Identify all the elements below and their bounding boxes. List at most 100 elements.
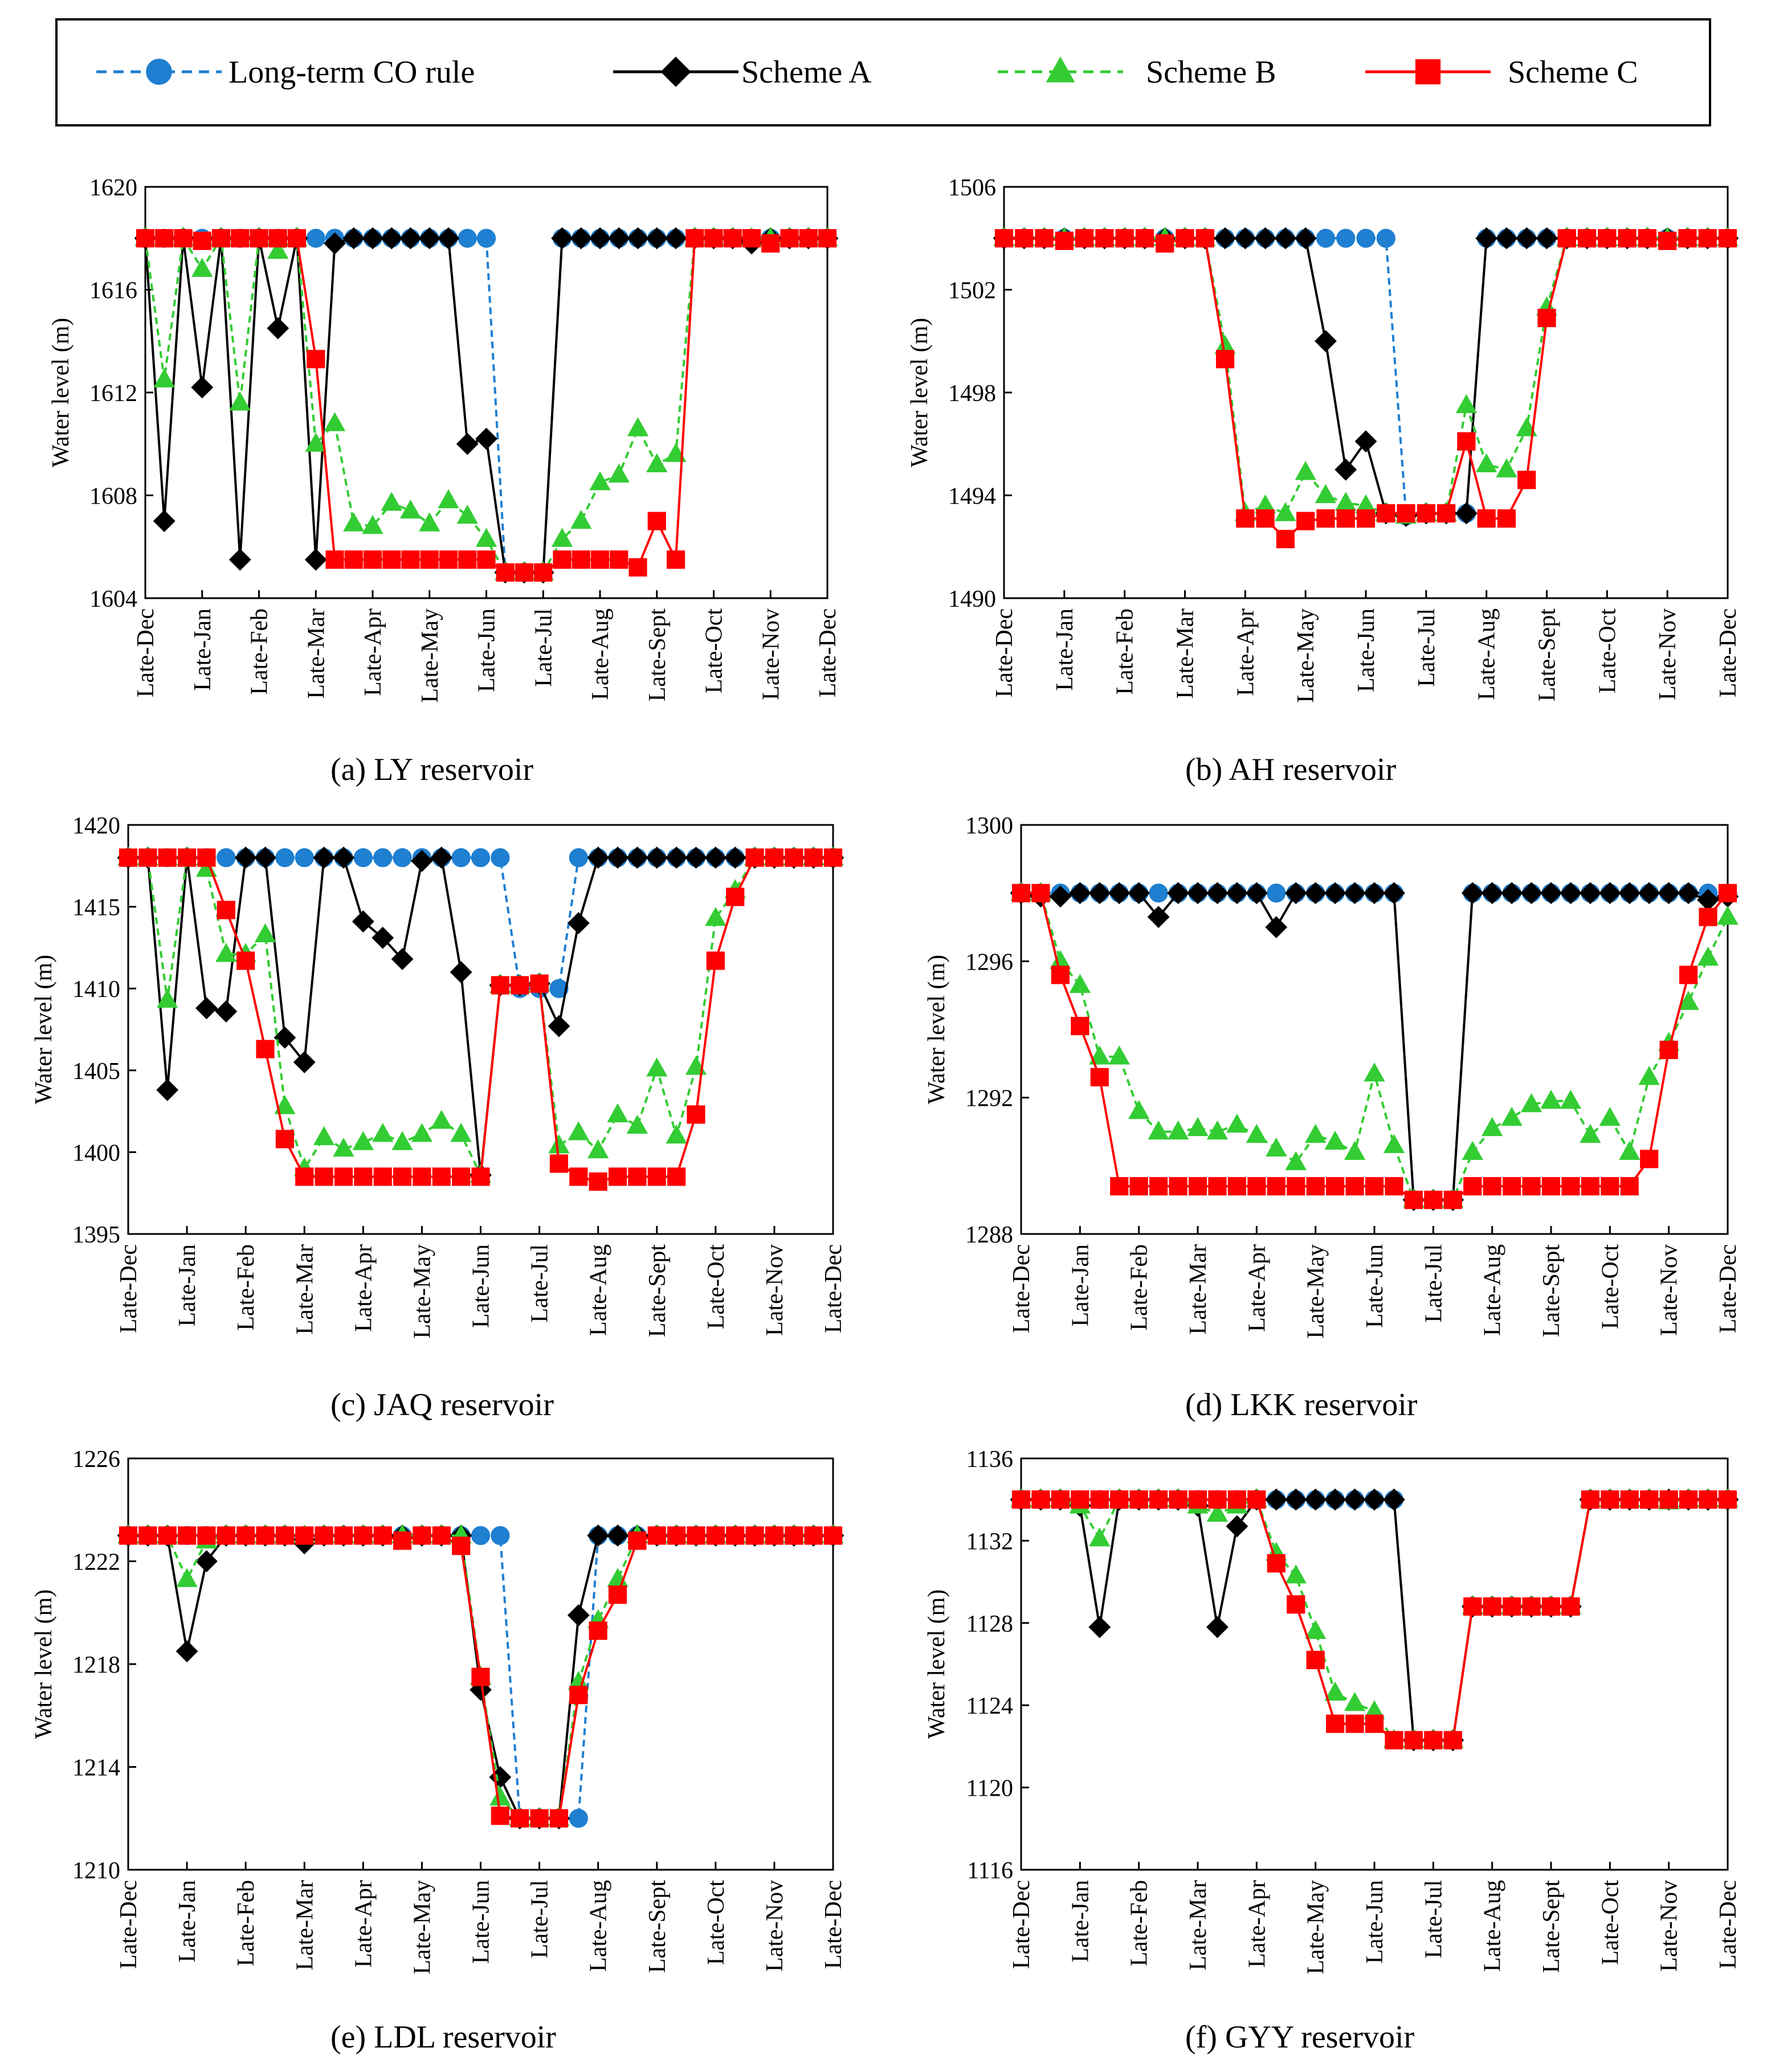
data-point-scheme-c bbox=[511, 1809, 529, 1828]
data-point-scheme-c bbox=[1115, 229, 1134, 248]
x-tick-label: Late-Apr bbox=[360, 608, 386, 696]
data-point-scheme-b bbox=[324, 412, 346, 431]
x-tick-label: Late-Jun bbox=[1362, 1244, 1388, 1328]
y-axis-label: Water level (m) bbox=[48, 318, 74, 467]
data-point-scheme-b bbox=[1599, 1106, 1621, 1126]
data-point-scheme-a bbox=[1344, 1488, 1366, 1511]
data-point-scheme-c bbox=[177, 848, 197, 867]
x-tick-label: Late-Dec bbox=[1715, 1244, 1741, 1333]
data-point-scheme-a bbox=[551, 227, 573, 250]
data-point-scheme-a bbox=[153, 510, 176, 533]
data-point-scheme-a bbox=[1461, 882, 1484, 905]
y-tick-label: 1410 bbox=[72, 976, 120, 1003]
data-point-scheme-c bbox=[1215, 350, 1235, 369]
data-point-scheme-c bbox=[1227, 1490, 1246, 1509]
data-point-scheme-b bbox=[548, 1134, 570, 1154]
x-tick-label: Late-Apr bbox=[1244, 1880, 1270, 1968]
y-tick-label: 1116 bbox=[967, 1858, 1013, 1884]
x-tick-label: Late-Nov bbox=[1655, 608, 1681, 700]
data-point-scheme-c bbox=[420, 550, 439, 569]
y-tick-label: 1616 bbox=[89, 278, 137, 304]
data-point-scheme-b bbox=[411, 1123, 433, 1142]
data-point-scheme-b bbox=[153, 368, 175, 388]
data-point-scheme-a bbox=[704, 847, 727, 869]
legend-entry-long-term-co-rule: Long-term CO rule bbox=[96, 55, 475, 90]
data-point-scheme-b bbox=[419, 512, 440, 532]
data-point-scheme-c bbox=[236, 1526, 255, 1545]
data-point-scheme-c bbox=[1287, 1595, 1305, 1614]
data-point-scheme-b bbox=[333, 1137, 354, 1157]
x-tick-label: Late-Jun bbox=[1353, 608, 1380, 692]
series-scheme-c bbox=[119, 1526, 843, 1828]
data-point-scheme-b bbox=[705, 906, 727, 926]
data-point-scheme-a bbox=[1315, 330, 1337, 353]
x-tick-label: Late-Sept bbox=[1539, 1244, 1565, 1338]
data-point-scheme-c bbox=[1618, 229, 1637, 248]
data-point-scheme-b bbox=[1285, 1564, 1307, 1584]
data-point-scheme-c bbox=[325, 550, 344, 569]
x-tick-label: Late-Jul bbox=[1414, 608, 1440, 687]
data-point-scheme-c bbox=[315, 1526, 333, 1545]
x-tick-label: Late-Jun bbox=[474, 608, 500, 692]
data-point-scheme-c bbox=[1345, 1177, 1364, 1196]
data-point-scheme-c bbox=[1437, 504, 1456, 523]
y-tick-label: 1288 bbox=[965, 1222, 1013, 1248]
data-point-scheme-a bbox=[1147, 906, 1170, 928]
data-point-scheme-a bbox=[1274, 227, 1297, 250]
x-tick-label: Late-Aug bbox=[587, 608, 614, 700]
y-tick-label: 1124 bbox=[966, 1693, 1013, 1719]
data-point-long-term-co-rule bbox=[1356, 228, 1376, 248]
data-point-scheme-c bbox=[1718, 1490, 1737, 1509]
data-point-scheme-a bbox=[1598, 882, 1621, 905]
data-point-scheme-c bbox=[1135, 229, 1154, 248]
data-point-scheme-b bbox=[475, 528, 497, 547]
legend-marker-scheme-b bbox=[1046, 56, 1075, 83]
data-point-scheme-c bbox=[256, 1040, 275, 1059]
x-tick-label: Late-Jan bbox=[1067, 1244, 1093, 1327]
y-tick-label: 1498 bbox=[948, 381, 996, 407]
data-point-scheme-b bbox=[1295, 461, 1316, 480]
data-point-scheme-c bbox=[742, 229, 761, 248]
data-point-scheme-c bbox=[1699, 1490, 1717, 1509]
x-tick-label: Late-Aug bbox=[586, 1244, 612, 1336]
data-point-scheme-a bbox=[195, 997, 218, 1020]
data-point-scheme-a bbox=[372, 926, 394, 949]
data-point-scheme-c bbox=[1385, 1731, 1403, 1750]
x-tick-label: Late-Jul bbox=[527, 1244, 553, 1323]
data-point-scheme-c bbox=[1247, 1177, 1266, 1196]
data-point-scheme-c bbox=[823, 1526, 843, 1545]
data-point-scheme-c bbox=[1256, 509, 1275, 528]
y-tick-label: 1405 bbox=[72, 1059, 120, 1085]
legend-label-scheme-a: Scheme A bbox=[741, 55, 872, 90]
x-tick-label: Late-Jan bbox=[174, 1880, 201, 1963]
y-tick-label: 1300 bbox=[965, 813, 1013, 839]
data-point-scheme-a bbox=[1254, 227, 1277, 250]
data-point-scheme-c bbox=[1377, 504, 1395, 523]
data-point-scheme-a bbox=[1304, 1488, 1327, 1511]
x-tick-label: Late-Dec bbox=[1715, 608, 1741, 697]
y-tick-label: 1400 bbox=[72, 1140, 120, 1166]
x-tick-label: Late-Aug bbox=[1474, 608, 1500, 700]
data-point-scheme-a bbox=[293, 1051, 316, 1073]
data-point-scheme-b bbox=[267, 240, 289, 259]
data-point-scheme-c bbox=[1071, 1016, 1089, 1036]
data-point-scheme-c bbox=[1640, 1150, 1659, 1168]
y-tick-label: 1506 bbox=[948, 175, 996, 201]
data-point-scheme-c bbox=[1326, 1714, 1345, 1733]
data-point-scheme-c bbox=[1051, 1490, 1070, 1509]
data-point-scheme-b bbox=[305, 432, 327, 452]
data-point-scheme-c bbox=[1517, 471, 1536, 489]
data-point-scheme-c bbox=[1247, 1490, 1266, 1509]
x-tick-label: Late-Dec bbox=[991, 608, 1018, 697]
data-point-scheme-c bbox=[1561, 1177, 1580, 1196]
x-tick-label: Late-Jan bbox=[1067, 1880, 1093, 1963]
data-point-scheme-a bbox=[1186, 882, 1209, 905]
data-point-scheme-b bbox=[1476, 453, 1497, 472]
data-point-scheme-b bbox=[1540, 1089, 1562, 1109]
data-point-scheme-b bbox=[1108, 1045, 1130, 1065]
data-point-scheme-b bbox=[191, 258, 213, 277]
data-point-scheme-c bbox=[687, 1526, 705, 1545]
data-point-scheme-c bbox=[569, 1686, 588, 1705]
data-point-scheme-b bbox=[1305, 1123, 1327, 1143]
y-tick-label: 1218 bbox=[72, 1652, 120, 1678]
